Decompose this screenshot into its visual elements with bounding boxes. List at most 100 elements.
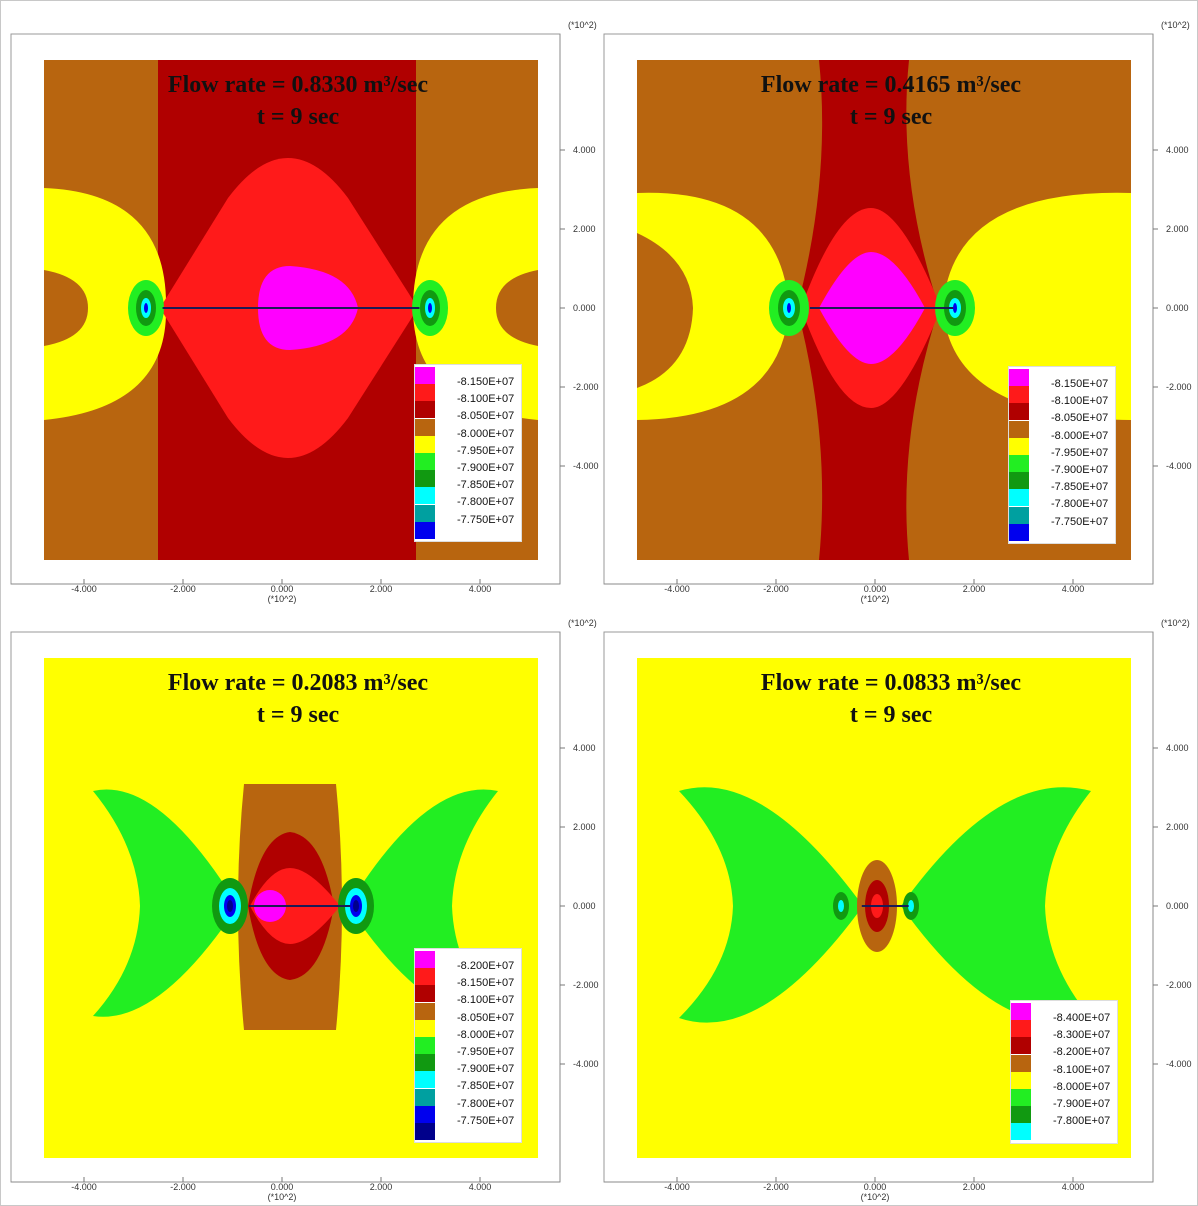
- legend-entry: -8.150E+07: [415, 968, 521, 989]
- legend-swatch: [1009, 420, 1029, 438]
- legend-entry: -8.100E+07: [1009, 386, 1115, 407]
- legend-swatch: [415, 985, 435, 1003]
- legend-entry: -7.850E+07: [415, 1071, 521, 1092]
- y-tick-label: -4.000: [1166, 461, 1192, 471]
- legend-entry: [415, 1123, 521, 1140]
- x-tick-label: 2.000: [963, 584, 986, 594]
- legend-swatch: [1011, 1106, 1031, 1124]
- y-tick-label: 2.000: [573, 224, 596, 234]
- legend: -8.150E+07 -8.100E+07 -8.050E+07 -8.000E+07…: [414, 364, 522, 542]
- legend-swatch: [1009, 437, 1029, 455]
- y-tick-label: 0.000: [573, 901, 596, 911]
- legend-entry: -8.100E+07: [1011, 1054, 1117, 1076]
- contour-region: [901, 787, 1091, 1023]
- plot-title: Flow rate = 0.4165 m³/sec: [761, 72, 1021, 98]
- contour-region: [428, 303, 432, 313]
- x-tick-label: 4.000: [1062, 1182, 1085, 1192]
- x-tick-label: 0.000: [271, 584, 294, 594]
- legend-swatch: [1009, 455, 1029, 472]
- legend-swatch: [415, 470, 435, 488]
- legend-label: -7.850E+07: [457, 1080, 515, 1093]
- legend: -8.400E+07 -8.300E+07 -8.200E+07 -8.100E+07…: [1010, 1000, 1118, 1144]
- legend-swatch: [1009, 489, 1029, 507]
- legend-label: -8.000E+07: [457, 427, 515, 440]
- contour-region: [637, 233, 693, 388]
- y-tick-label: 0.000: [573, 303, 596, 313]
- contour-region: [353, 900, 359, 912]
- y-tick-label: -2.000: [573, 382, 599, 392]
- legend-label: -8.150E+07: [1051, 378, 1109, 390]
- legend-entry: -8.000E+07: [415, 418, 521, 440]
- x-tick-label: -2.000: [170, 1182, 196, 1192]
- legend-label: -8.000E+07: [1051, 429, 1109, 442]
- legend-label: -7.850E+07: [457, 479, 515, 492]
- x-tick-label: 0.000: [864, 1182, 887, 1192]
- legend-label: -8.200E+07: [457, 960, 515, 972]
- x-tick-label: 2.000: [963, 1182, 986, 1192]
- legend-entry: [1011, 1123, 1117, 1141]
- legend-label: -7.950E+07: [1051, 446, 1109, 459]
- legend-swatch: [1009, 472, 1029, 490]
- contour-region: [908, 900, 914, 912]
- legend-entry: -7.850E+07: [1009, 472, 1115, 493]
- legend-entry: -8.000E+07: [1011, 1071, 1117, 1093]
- plot-title: Flow rate = 0.2083 m³/sec: [168, 670, 428, 696]
- legend-label: -7.800E+07: [457, 496, 515, 509]
- legend-entry: -7.750E+07: [1009, 506, 1115, 528]
- legend-label: -7.900E+07: [1051, 464, 1109, 476]
- legend-entry: -8.050E+07: [1009, 403, 1115, 424]
- x-scale-label: (*10^2): [861, 1192, 890, 1202]
- legend-swatch: [415, 1088, 435, 1106]
- plot-subtitle: t = 9 sec: [257, 702, 340, 728]
- legend-swatch: [415, 1037, 435, 1054]
- legend-entry: -7.850E+07: [415, 470, 521, 491]
- legend-label: -7.800E+07: [1051, 498, 1109, 511]
- legend-swatch: [415, 1105, 435, 1123]
- legend-entry: [415, 521, 521, 539]
- y-tick-label: -4.000: [573, 461, 599, 471]
- x-tick-label: 4.000: [469, 584, 492, 594]
- legend-entry: [1009, 523, 1115, 541]
- legend-swatch: [415, 401, 435, 419]
- contour-region: [496, 270, 538, 346]
- legend-label: -8.400E+07: [1053, 1012, 1111, 1024]
- x-tick-label: 0.000: [271, 1182, 294, 1192]
- legend-swatch: [1009, 386, 1029, 404]
- contour-region: [144, 303, 148, 313]
- legend-entry: -7.900E+07: [1011, 1089, 1117, 1110]
- legend-label: -8.000E+07: [1053, 1080, 1111, 1093]
- contour-region: [953, 303, 957, 313]
- legend-entry: -7.900E+07: [415, 1054, 521, 1075]
- x-tick-label: 0.000: [864, 584, 887, 594]
- y-tick-label: 2.000: [1166, 822, 1189, 832]
- legend-label: -8.000E+07: [457, 1028, 515, 1041]
- contour-region: [679, 787, 863, 1023]
- contour-region: [44, 188, 167, 420]
- legend-swatch: [415, 453, 435, 470]
- legend-entry: -7.900E+07: [1009, 455, 1115, 476]
- legend-entry: -7.950E+07: [415, 1037, 521, 1058]
- contour-region: [838, 900, 844, 912]
- legend-entry: -8.300E+07: [1011, 1020, 1117, 1041]
- legend-entry: -8.150E+07: [415, 367, 521, 388]
- y-tick-label: 4.000: [1166, 743, 1189, 753]
- x-tick-label: 2.000: [370, 584, 393, 594]
- x-tick-label: -4.000: [664, 584, 690, 594]
- legend-label: -8.150E+07: [457, 376, 515, 388]
- contour-region: [227, 900, 233, 912]
- legend-label: -7.750E+07: [1051, 515, 1109, 528]
- legend-label: -8.100E+07: [457, 393, 515, 406]
- legend-swatch: [415, 951, 435, 968]
- plot-title: Flow rate = 0.0833 m³/sec: [761, 670, 1021, 696]
- legend-entry: -7.900E+07: [415, 453, 521, 474]
- y-tick-label: 4.000: [573, 145, 596, 155]
- plot-subtitle: t = 9 sec: [850, 104, 933, 130]
- y-tick-label: -2.000: [1166, 980, 1192, 990]
- y-tick-label: -2.000: [573, 980, 599, 990]
- plot-title: Flow rate = 0.8330 m³/sec: [168, 72, 428, 98]
- y-tick-label: -4.000: [573, 1059, 599, 1069]
- legend-entry: -7.800E+07: [415, 487, 521, 508]
- x-tick-label: 4.000: [469, 1182, 492, 1192]
- x-tick-label: 4.000: [1062, 584, 1085, 594]
- legend-entry: -8.200E+07: [1011, 1037, 1117, 1058]
